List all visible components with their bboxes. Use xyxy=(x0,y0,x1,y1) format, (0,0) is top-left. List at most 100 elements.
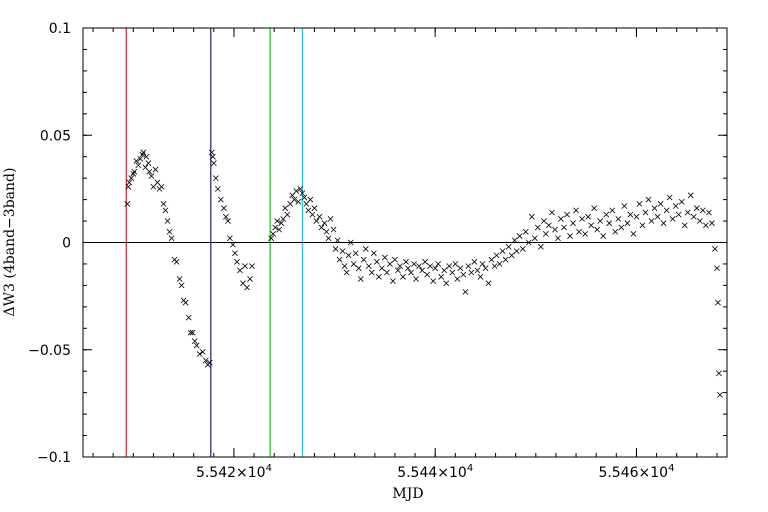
data-point xyxy=(178,282,185,289)
data-point xyxy=(341,263,348,269)
data-point xyxy=(621,203,628,209)
data-point xyxy=(208,149,215,156)
y-tick-label: 0.1 xyxy=(49,21,71,37)
data-point xyxy=(274,218,281,224)
y-axis-label: ΔW3 (4band−3band) xyxy=(2,168,18,317)
data-point xyxy=(196,351,203,357)
data-point xyxy=(191,338,198,345)
data-point xyxy=(612,228,619,235)
data-point xyxy=(419,267,425,274)
data-point xyxy=(373,258,380,265)
data-point xyxy=(642,209,649,216)
data-point xyxy=(295,198,302,205)
data-point xyxy=(282,205,289,212)
data-point xyxy=(493,252,500,259)
x-tick-label: 5.544×104 xyxy=(397,463,473,481)
data-point xyxy=(446,263,453,269)
data-point xyxy=(675,211,682,218)
data-point xyxy=(485,280,492,287)
data-point xyxy=(654,213,661,220)
data-point xyxy=(537,243,544,250)
data-point xyxy=(347,239,354,246)
data-point xyxy=(125,183,132,190)
data-point xyxy=(166,228,173,235)
data-point xyxy=(332,246,339,252)
data-point xyxy=(511,237,518,244)
data-point xyxy=(488,256,495,263)
data-point xyxy=(220,205,227,212)
data-point xyxy=(397,263,403,269)
data-point xyxy=(564,211,570,218)
data-point xyxy=(615,216,622,222)
data-point xyxy=(133,158,140,164)
data-point xyxy=(443,280,450,287)
data-point xyxy=(542,231,549,237)
data-point xyxy=(525,239,532,246)
data-point xyxy=(432,265,439,272)
data-point xyxy=(352,250,359,257)
data-point xyxy=(579,216,585,222)
data-point xyxy=(573,207,579,214)
data-point xyxy=(508,252,515,259)
data-point xyxy=(477,273,484,280)
data-point xyxy=(699,207,706,214)
data-point xyxy=(462,288,469,295)
data-point xyxy=(128,175,135,182)
data-point xyxy=(413,276,419,282)
data-point xyxy=(313,218,320,224)
data-point xyxy=(416,263,422,269)
data-point xyxy=(636,201,643,207)
data-point xyxy=(552,226,558,233)
data-point xyxy=(716,370,722,377)
data-point xyxy=(168,235,175,242)
data-point xyxy=(230,241,236,248)
data-point xyxy=(318,224,325,231)
data-point xyxy=(187,329,194,336)
data-point xyxy=(362,246,369,252)
data-point xyxy=(513,248,520,254)
data-point xyxy=(600,233,607,239)
data-point xyxy=(148,173,155,179)
data-point xyxy=(422,258,429,265)
data-point xyxy=(435,261,442,267)
data-point xyxy=(158,183,165,190)
data-point xyxy=(143,153,150,160)
data-point xyxy=(606,220,613,227)
data-point xyxy=(496,261,503,267)
data-point xyxy=(375,273,382,280)
y-tick-label: −0.05 xyxy=(28,343,71,359)
data-point xyxy=(696,218,703,224)
data-point xyxy=(291,196,298,203)
data-point xyxy=(370,250,377,257)
data-point xyxy=(276,226,283,233)
data-point xyxy=(225,218,231,224)
data-point xyxy=(189,329,196,336)
y-tick-label: 0 xyxy=(62,236,71,252)
data-point xyxy=(591,205,598,212)
data-point xyxy=(430,278,437,284)
data-point xyxy=(660,220,667,227)
data-point xyxy=(627,211,634,218)
data-point xyxy=(709,220,715,227)
data-point xyxy=(206,359,213,366)
data-point xyxy=(624,220,631,227)
data-point xyxy=(452,261,459,267)
data-point xyxy=(330,226,337,233)
data-point xyxy=(357,276,364,282)
data-point xyxy=(131,168,138,175)
data-point xyxy=(408,269,414,276)
data-point xyxy=(355,265,362,272)
data-point xyxy=(528,213,535,220)
data-point xyxy=(502,256,509,263)
data-point xyxy=(381,254,388,261)
x-axis: 5.542×104 5.544×104 5.546×104 xyxy=(92,28,718,481)
data-point xyxy=(702,222,709,229)
data-point xyxy=(657,201,664,207)
data-point xyxy=(249,263,255,269)
data-point xyxy=(270,231,277,237)
data-point xyxy=(712,246,718,252)
data-point xyxy=(146,168,153,175)
data-point xyxy=(651,205,658,212)
data-point xyxy=(135,162,142,169)
data-point xyxy=(471,258,478,265)
